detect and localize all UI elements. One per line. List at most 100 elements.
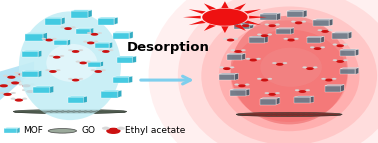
Polygon shape [227,54,242,60]
Circle shape [102,127,110,130]
Polygon shape [294,96,314,97]
Polygon shape [221,26,229,33]
Circle shape [261,34,268,37]
Polygon shape [230,89,249,90]
Polygon shape [98,17,118,18]
Circle shape [333,59,337,61]
Polygon shape [22,50,42,51]
Polygon shape [133,56,136,63]
Circle shape [101,69,106,71]
Polygon shape [109,42,113,48]
Ellipse shape [236,112,342,116]
Polygon shape [101,61,103,67]
Ellipse shape [237,114,341,116]
Polygon shape [33,86,54,87]
Polygon shape [45,17,65,18]
Polygon shape [114,17,118,25]
Polygon shape [291,28,294,34]
Polygon shape [71,10,92,11]
Circle shape [257,34,262,35]
Polygon shape [68,97,84,103]
Circle shape [64,27,72,30]
Circle shape [321,30,329,33]
Circle shape [86,61,91,62]
Polygon shape [88,10,92,18]
Circle shape [30,84,34,85]
Circle shape [7,81,12,82]
Polygon shape [332,32,352,33]
Circle shape [22,84,31,87]
Circle shape [275,24,279,25]
Circle shape [336,44,344,47]
Circle shape [56,69,60,71]
Polygon shape [340,50,355,56]
Polygon shape [355,49,359,56]
Circle shape [302,66,307,68]
Polygon shape [313,19,333,20]
Circle shape [275,92,279,94]
Circle shape [310,46,314,48]
Circle shape [53,56,60,59]
Circle shape [325,79,333,82]
Polygon shape [325,85,344,86]
Polygon shape [355,68,359,74]
Circle shape [60,26,65,28]
Circle shape [234,84,239,85]
Polygon shape [287,10,307,11]
Polygon shape [54,40,67,45]
Circle shape [102,50,110,53]
Circle shape [94,70,102,73]
Circle shape [223,38,227,40]
Polygon shape [113,76,132,77]
Polygon shape [95,42,113,43]
Circle shape [268,34,272,35]
Polygon shape [113,31,133,33]
Circle shape [0,92,4,94]
Ellipse shape [48,129,77,133]
Polygon shape [38,50,42,57]
Circle shape [79,78,83,80]
Circle shape [19,84,23,85]
Polygon shape [88,62,101,67]
Circle shape [19,81,23,82]
Polygon shape [249,16,267,19]
Polygon shape [113,77,129,83]
Polygon shape [61,17,65,25]
Circle shape [7,84,12,85]
Polygon shape [341,85,344,92]
Polygon shape [33,87,50,93]
Circle shape [231,49,235,51]
Ellipse shape [14,111,125,113]
Polygon shape [25,34,43,41]
Polygon shape [234,3,246,10]
Circle shape [87,41,94,44]
Circle shape [45,69,50,71]
Text: Desorption: Desorption [127,41,210,54]
Polygon shape [260,99,276,105]
Circle shape [242,24,249,27]
Circle shape [52,38,57,40]
Polygon shape [307,37,321,43]
Polygon shape [113,33,129,39]
Polygon shape [189,9,206,14]
Polygon shape [340,69,355,74]
Polygon shape [244,9,261,14]
Circle shape [98,49,103,51]
Circle shape [295,21,302,24]
Circle shape [268,78,272,80]
Circle shape [3,75,8,77]
Polygon shape [250,22,253,29]
Ellipse shape [231,30,348,122]
Circle shape [343,44,348,45]
Polygon shape [45,18,61,25]
Polygon shape [101,91,118,98]
Ellipse shape [149,0,378,143]
Circle shape [72,50,79,53]
Circle shape [328,29,333,31]
Circle shape [268,24,276,27]
Circle shape [22,98,27,100]
Text: MOF: MOF [23,126,43,135]
Text: GO: GO [81,126,95,135]
Circle shape [268,93,276,96]
Polygon shape [88,61,103,62]
